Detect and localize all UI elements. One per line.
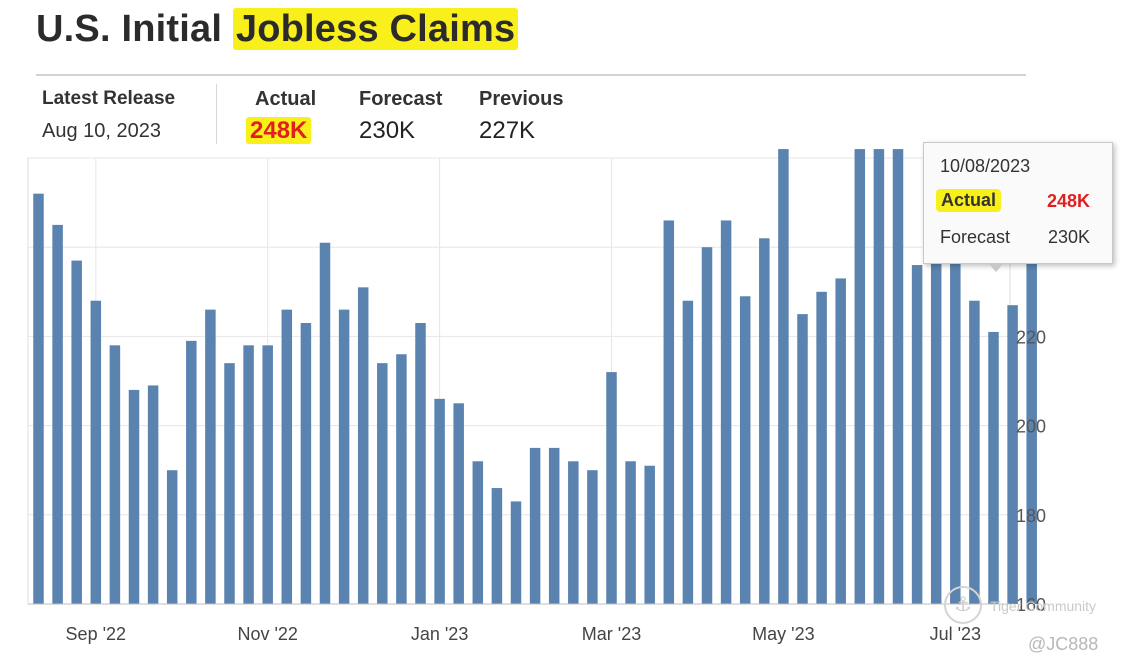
chart-bar [529, 447, 541, 604]
header-divider [36, 74, 1026, 76]
chart-bar [663, 220, 675, 604]
chart-bar [357, 287, 369, 604]
chart-bar [892, 149, 904, 604]
title-highlight: Jobless Claims [232, 8, 519, 50]
chart-bar [90, 300, 102, 604]
chart-bar [281, 309, 293, 604]
chart-bar [548, 447, 560, 604]
chart-bar [453, 403, 464, 604]
x-tick-label: Mar '23 [582, 624, 641, 644]
chart-bar [701, 247, 713, 604]
chart-bar [759, 238, 770, 604]
y-tick-label: 220 [1016, 327, 1046, 347]
chart-bar [262, 345, 273, 604]
chart-bar [797, 314, 808, 604]
forecast-value: 230K [359, 117, 416, 144]
chart-bar [377, 363, 388, 604]
chart-bar [873, 149, 885, 604]
chart-bar [396, 354, 407, 604]
latest-release-label: Latest Release [42, 88, 176, 109]
chart-bar [166, 470, 178, 604]
chart-bar [109, 345, 121, 604]
y-tick-label: 180 [1016, 506, 1046, 526]
chart-bar [606, 372, 617, 604]
x-tick-label: Sep '22 [66, 624, 127, 644]
chart-bar [950, 260, 961, 604]
chart-bar [128, 389, 140, 604]
chart-bar [854, 149, 866, 604]
chart-bar [625, 461, 636, 604]
chart-bar [510, 501, 522, 604]
chart-bar [644, 465, 655, 604]
chart-bar [472, 461, 484, 604]
chart-bar [186, 340, 197, 604]
author-handle: @JC888 [1028, 634, 1099, 654]
chart-bar [147, 385, 159, 604]
previous-label: Previous [479, 88, 564, 110]
chart-bar [338, 309, 350, 604]
chart-bar [1007, 305, 1018, 604]
tooltip-forecast-value: 230K [1047, 227, 1090, 247]
chart-bar [243, 345, 254, 604]
chart-bar [33, 193, 44, 604]
actual-value: 248K [246, 117, 312, 144]
chart-bar [816, 291, 827, 604]
x-tick-label: Nov '22 [237, 624, 297, 644]
watermark-text: Tiger Community [990, 598, 1097, 614]
chart-bar [434, 398, 445, 604]
chart-bar [568, 461, 579, 604]
y-tick-label: 200 [1016, 417, 1046, 437]
chart-bar [1026, 211, 1037, 604]
chart-bar [739, 296, 751, 604]
chart-bar [587, 470, 598, 604]
tooltip-actual-label: Actual [936, 189, 1002, 212]
tooltip-pointer [988, 263, 1004, 272]
title-plain: U.S. Initial [36, 8, 223, 50]
watermark: ⚓ Tiger Community [944, 586, 1114, 626]
chart-bar [969, 300, 980, 604]
tooltip-forecast-label: Forecast [940, 227, 1011, 247]
x-tick-label: May '23 [752, 624, 814, 644]
chart-bar [415, 323, 426, 604]
chart-bar [988, 331, 999, 604]
chart-bar [52, 224, 63, 604]
y-tick-label: 160 [1016, 595, 1046, 615]
forecast-label: Forecast [359, 88, 443, 110]
chart-bar [224, 363, 235, 604]
chart-bar [835, 278, 846, 604]
previous-value: 227K [479, 117, 536, 144]
chart-bar [682, 300, 694, 604]
page-title: U.S. Initial Jobless Claims [36, 8, 519, 51]
chart-bar [300, 323, 312, 604]
chart-bar [491, 488, 503, 604]
stats-divider [216, 84, 217, 144]
latest-release-date: Aug 10, 2023 [42, 120, 161, 142]
chart-bar [720, 220, 732, 604]
chart-tooltip: 10/08/2023 Actual 248K Forecast 230K [923, 142, 1113, 272]
chart-bar [319, 242, 331, 605]
tiger-logo-icon: ⚓ [944, 586, 982, 624]
chart-bar [911, 265, 923, 604]
tooltip-actual-value: 248K [1046, 191, 1090, 211]
actual-label: Actual [255, 88, 317, 110]
chart-bar [930, 207, 942, 604]
chart-bar [71, 260, 82, 604]
chart-bar [778, 149, 789, 604]
chart-bar [205, 309, 216, 604]
tooltip-date: 10/08/2023 [940, 156, 1031, 176]
x-tick-label: Jan '23 [411, 624, 468, 644]
x-tick-label: Jul '23 [930, 624, 981, 644]
